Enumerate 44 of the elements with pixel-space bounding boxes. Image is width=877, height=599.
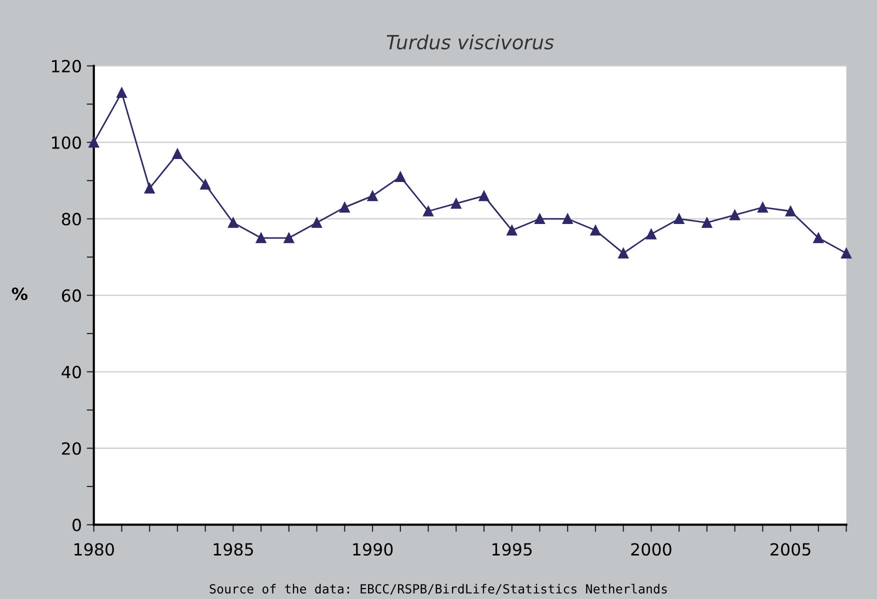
point	[339, 202, 350, 213]
y-tick-label: 80	[62, 212, 81, 226]
point	[785, 206, 796, 216]
source-note: Source of the data: EBCC/RSPB/BirdLife/Statistics Netherlands	[210, 584, 667, 595]
point	[284, 232, 294, 244]
x-tick-label: 2000	[631, 543, 672, 556]
y-tick-label: 20	[62, 442, 81, 455]
point	[702, 217, 712, 228]
y-axis-title: %	[12, 288, 28, 300]
y-tick-label: 0	[72, 518, 81, 532]
x-tick-label: 1980	[74, 543, 114, 556]
chart-title: Turdus viscivorus	[386, 34, 554, 50]
point	[395, 172, 406, 182]
point	[730, 210, 740, 220]
point	[646, 228, 656, 240]
point	[450, 198, 462, 209]
y-tick-label: 100	[52, 136, 81, 149]
x-tick-label: 1995	[492, 543, 532, 556]
y-tick-label: 40	[62, 366, 81, 378]
point	[841, 248, 852, 258]
point	[200, 179, 211, 190]
point	[256, 232, 266, 244]
point	[88, 137, 100, 148]
point	[172, 148, 183, 160]
x-tick-label: 1985	[214, 543, 253, 556]
point	[228, 217, 238, 228]
point	[618, 248, 629, 258]
point	[312, 217, 322, 228]
point	[562, 214, 573, 224]
point	[144, 183, 155, 194]
x-tick-label: 2005	[770, 543, 810, 556]
point	[534, 214, 545, 224]
point	[757, 202, 768, 213]
point	[423, 206, 434, 216]
point	[813, 232, 824, 244]
point	[367, 190, 378, 202]
y-tick-label: 60	[62, 289, 81, 302]
y-tick-label: 120	[52, 60, 81, 72]
point	[478, 190, 490, 202]
point	[590, 225, 601, 236]
point	[674, 214, 684, 224]
x-tick-label: 1990	[353, 543, 393, 556]
point	[116, 87, 127, 98]
point	[506, 225, 518, 236]
